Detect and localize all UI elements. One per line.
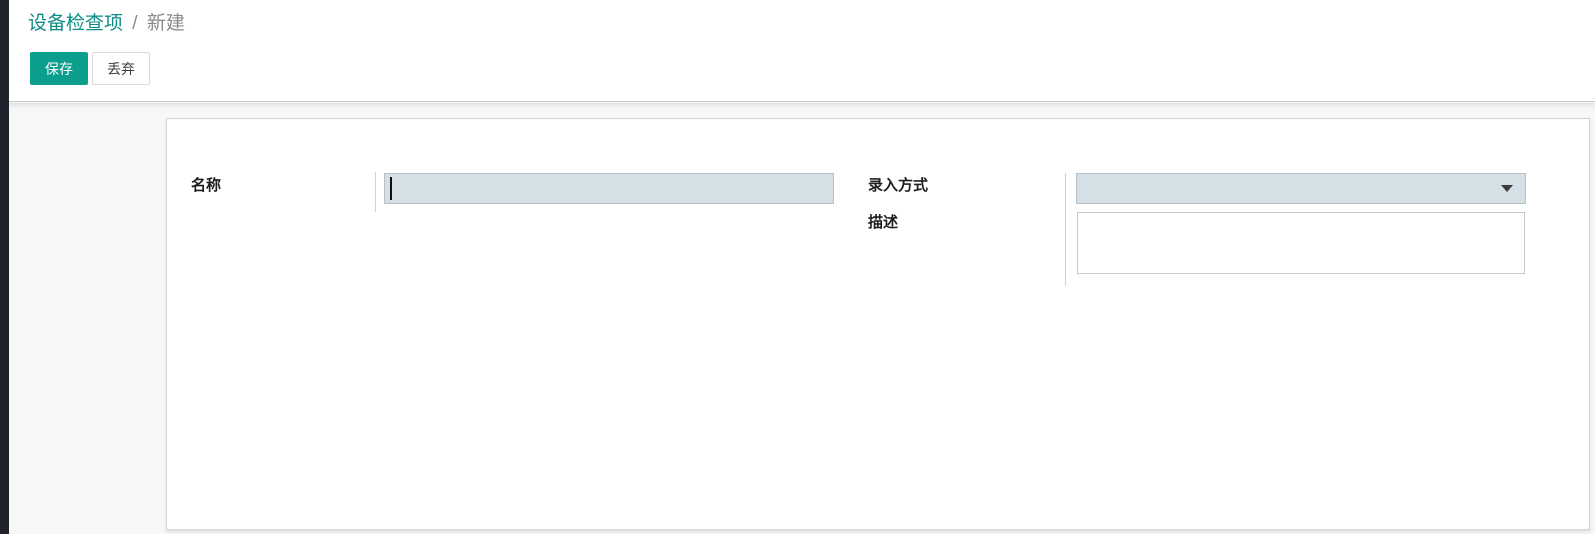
sidebar-edge-strip [0, 0, 9, 534]
description-field-label: 描述 [868, 214, 899, 231]
chevron-down-icon [1501, 185, 1513, 192]
name-field [384, 173, 834, 204]
description-textarea[interactable] [1077, 212, 1525, 274]
breadcrumb-parent-link[interactable]: 设备检查项 [28, 13, 124, 34]
breadcrumb-current: 新建 [146, 13, 185, 34]
breadcrumb-separator: / [132, 13, 138, 34]
name-field-label: 名称 [191, 177, 222, 194]
breadcrumb: 设备检查项 / 新建 [28, 12, 185, 36]
form-view-background: 名称 录入方式 描述 [9, 103, 1595, 534]
name-input[interactable] [384, 173, 834, 204]
label-column-divider-right [1065, 173, 1066, 286]
save-button[interactable]: 保存 [30, 52, 88, 85]
form-sheet: 名称 录入方式 描述 [166, 118, 1590, 530]
label-column-divider-left [375, 172, 376, 212]
control-panel: 设备检查项 / 新建 保存 丢弃 [9, 0, 1595, 102]
discard-button[interactable]: 丢弃 [92, 52, 150, 85]
entry-method-field-label: 录入方式 [868, 177, 929, 194]
entry-method-select[interactable] [1076, 173, 1526, 204]
form-buttons: 保存 丢弃 [30, 52, 150, 85]
